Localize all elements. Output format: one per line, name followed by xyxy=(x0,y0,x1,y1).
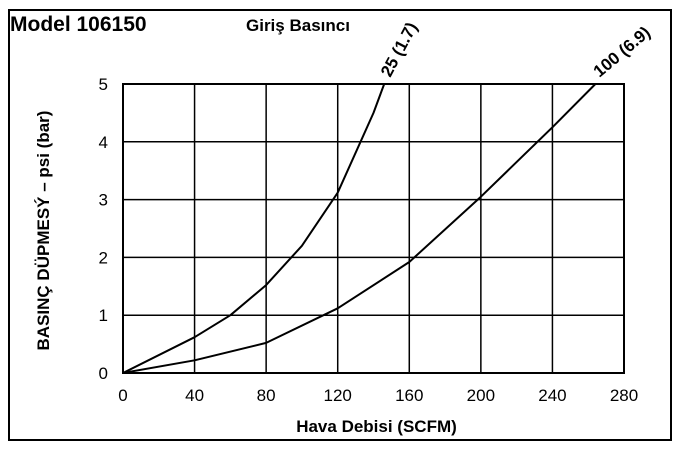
series-line-1 xyxy=(122,83,386,374)
x-tick-label: 80 xyxy=(257,386,276,405)
x-tick-label: 40 xyxy=(185,386,204,405)
y-axis-label: BASINÇ DÜPMESÝ – psi (bar) xyxy=(34,111,53,351)
y-tick-label: 3 xyxy=(99,191,108,210)
series-label-1: 25 (1.7) xyxy=(377,19,421,80)
x-tick-label: 200 xyxy=(467,386,495,405)
x-tick-label: 280 xyxy=(610,386,638,405)
series-line-2 xyxy=(122,83,597,374)
x-tick-label: 120 xyxy=(324,386,352,405)
model-title: Model 106150 xyxy=(10,13,147,36)
plot-area xyxy=(122,83,625,374)
y-tick-label: 5 xyxy=(99,75,108,94)
y-tick-label: 1 xyxy=(99,306,108,325)
x-axis-label: Hava Debisi (SCFM) xyxy=(296,417,457,436)
series-label-2: 100 (6.9) xyxy=(590,23,654,81)
y-tick-label: 2 xyxy=(99,248,108,267)
x-tick-label: 160 xyxy=(395,386,423,405)
chart-frame xyxy=(8,9,672,441)
x-tick-label: 240 xyxy=(538,386,566,405)
inlet-pressure-label: Giriş Basıncı xyxy=(246,16,350,35)
y-tick-label: 4 xyxy=(99,133,108,152)
x-tick-label: 0 xyxy=(118,386,127,405)
y-tick-label: 0 xyxy=(99,364,108,383)
